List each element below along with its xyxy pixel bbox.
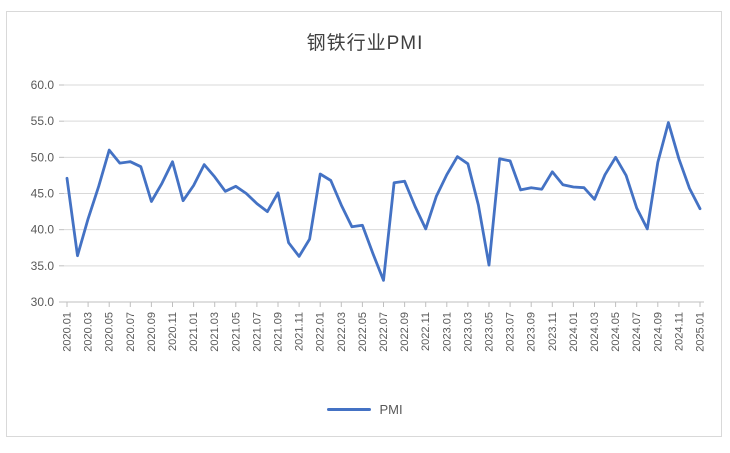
x-tick-label: 2022.01 [315,312,327,352]
pmi-line-series [65,121,702,282]
x-tick-label: 2023.05 [484,312,496,352]
x-tick-label: 2022.03 [336,312,348,352]
x-tick-label: 2020.05 [104,312,116,352]
x-tick-label: 2021.07 [251,312,263,352]
chart-title: 钢铁行业PMI [306,33,424,54]
legend: PMI [0,402,730,417]
y-tick-label: 55.0 [31,114,55,128]
legend-line-swatch [327,408,372,411]
y-tick-label: 40.0 [31,223,55,237]
x-tick-label: 2025.01 [695,312,707,352]
y-tick-label: 35.0 [31,259,55,273]
chart-border [6,11,722,437]
x-tick-label: 2024.03 [589,312,601,352]
x-tick-label: 2021.01 [188,312,200,352]
x-tick-label: 2024.01 [568,312,580,352]
x-tick-label: 2020.07 [125,312,137,352]
y-tick-label: 45.0 [31,187,55,201]
x-tick-label: 2022.11 [420,312,432,351]
x-tick-label: 2021.03 [209,312,221,352]
x-tick-label: 2021.11 [294,312,306,351]
x-tick-label: 2021.05 [230,312,242,352]
x-tick-label: 2020.03 [83,312,95,352]
legend-series-label: PMI [379,402,403,417]
x-tick-label: 2020.01 [62,312,74,352]
x-tick-label: 2020.11 [167,312,179,351]
x-tick-label: 2024.07 [631,312,643,352]
y-tick-label: 50.0 [31,150,55,164]
x-tick-label: 2021.09 [273,312,285,352]
x-tick-label: 2023.01 [441,312,453,352]
x-tick-label: 2022.07 [378,312,390,352]
x-tick-label: 2024.11 [673,312,685,351]
x-tick-label: 2023.03 [462,312,474,352]
x-tick-label: 2023.09 [526,312,538,352]
x-tick-label: 2024.09 [652,312,664,352]
y-tick-label: 60.0 [31,78,55,92]
x-tick-label: 2023.07 [505,312,517,352]
x-tick-label: 2020.09 [146,312,158,352]
x-tick-label: 2024.05 [610,312,622,352]
x-tick-label: 2022.09 [399,312,411,352]
y-tick-label: 30.0 [31,295,55,309]
x-tick-label: 2023.11 [547,312,559,351]
x-tick-label: 2022.05 [357,312,369,352]
